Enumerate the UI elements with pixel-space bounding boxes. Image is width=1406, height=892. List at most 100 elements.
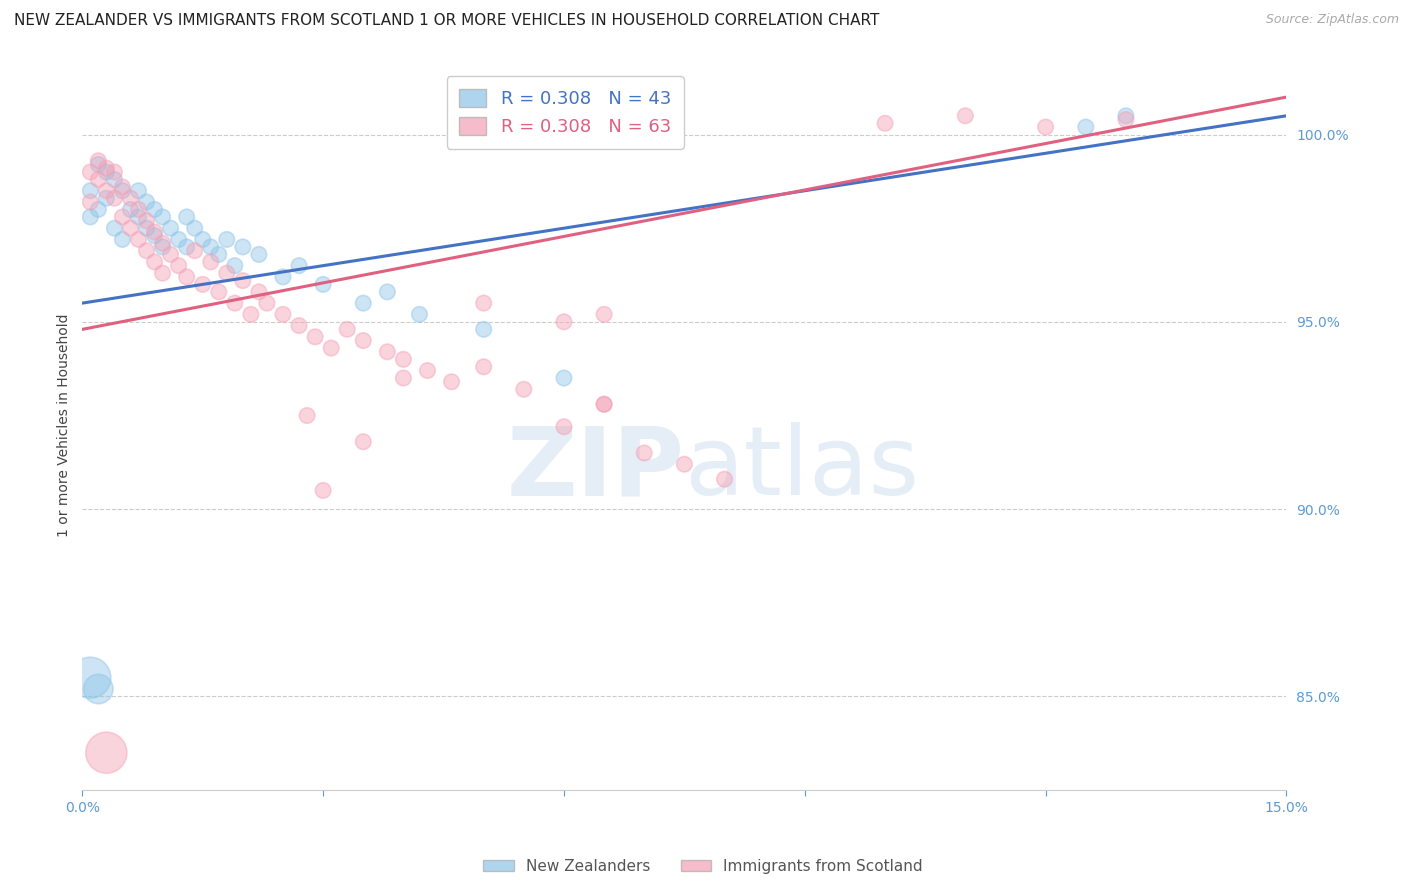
Point: [135, 213, 157, 227]
Point: [312, 483, 335, 498]
Point: [111, 180, 134, 194]
Point: [633, 446, 655, 460]
Text: NEW ZEALANDER VS IMMIGRANTS FROM SCOTLAND 1 OR MORE VEHICLES IN HOUSEHOLD CORREL: NEW ZEALANDER VS IMMIGRANTS FROM SCOTLAN…: [14, 13, 879, 29]
Point: [96, 161, 118, 176]
Point: [135, 194, 157, 209]
Point: [111, 184, 134, 198]
Y-axis label: 1 or more Vehicles in Household: 1 or more Vehicles in Household: [58, 313, 72, 537]
Legend: R = 0.308   N = 43, R = 0.308   N = 63: R = 0.308 N = 43, R = 0.308 N = 63: [447, 76, 683, 149]
Point: [955, 109, 977, 123]
Point: [159, 247, 181, 261]
Point: [103, 172, 125, 186]
Point: [111, 232, 134, 246]
Point: [152, 210, 174, 224]
Point: [79, 165, 101, 179]
Legend: New Zealanders, Immigrants from Scotland: New Zealanders, Immigrants from Scotland: [477, 853, 929, 880]
Point: [271, 269, 294, 284]
Point: [143, 202, 166, 217]
Point: [673, 457, 696, 471]
Point: [713, 472, 735, 486]
Point: [79, 184, 101, 198]
Point: [127, 232, 149, 246]
Point: [135, 221, 157, 235]
Point: [111, 210, 134, 224]
Point: [304, 330, 326, 344]
Point: [553, 371, 575, 385]
Point: [200, 255, 222, 269]
Point: [215, 232, 238, 246]
Point: [183, 221, 205, 235]
Point: [208, 285, 231, 299]
Point: [375, 285, 398, 299]
Point: [87, 172, 110, 186]
Point: [1074, 120, 1097, 134]
Point: [288, 318, 311, 333]
Point: [593, 307, 616, 321]
Point: [215, 266, 238, 280]
Point: [191, 277, 214, 292]
Point: [232, 274, 254, 288]
Point: [127, 202, 149, 217]
Point: [232, 240, 254, 254]
Point: [143, 228, 166, 243]
Point: [513, 382, 536, 396]
Point: [127, 210, 149, 224]
Point: [87, 202, 110, 217]
Point: [135, 244, 157, 258]
Point: [593, 397, 616, 411]
Point: [256, 296, 278, 310]
Point: [191, 232, 214, 246]
Point: [336, 322, 359, 336]
Point: [1035, 120, 1057, 134]
Point: [295, 409, 318, 423]
Point: [224, 296, 246, 310]
Point: [127, 184, 149, 198]
Point: [152, 236, 174, 251]
Point: [472, 296, 495, 310]
Point: [392, 371, 415, 385]
Point: [183, 244, 205, 258]
Point: [79, 210, 101, 224]
Point: [416, 363, 439, 377]
Point: [472, 322, 495, 336]
Point: [103, 221, 125, 235]
Point: [167, 259, 190, 273]
Point: [103, 165, 125, 179]
Point: [321, 341, 343, 355]
Point: [79, 194, 101, 209]
Point: [96, 746, 118, 760]
Point: [200, 240, 222, 254]
Point: [120, 202, 142, 217]
Point: [120, 221, 142, 235]
Point: [239, 307, 262, 321]
Point: [1115, 112, 1137, 127]
Point: [176, 269, 198, 284]
Point: [553, 419, 575, 434]
Point: [79, 671, 101, 685]
Point: [593, 397, 616, 411]
Point: [152, 240, 174, 254]
Point: [408, 307, 430, 321]
Point: [271, 307, 294, 321]
Text: atlas: atlas: [685, 422, 920, 516]
Point: [352, 296, 374, 310]
Point: [472, 359, 495, 374]
Point: [96, 184, 118, 198]
Point: [208, 247, 231, 261]
Point: [87, 153, 110, 168]
Point: [143, 225, 166, 239]
Point: [247, 285, 270, 299]
Text: ZIP: ZIP: [506, 422, 685, 516]
Point: [1115, 109, 1137, 123]
Point: [152, 266, 174, 280]
Point: [312, 277, 335, 292]
Point: [176, 210, 198, 224]
Point: [224, 259, 246, 273]
Point: [96, 165, 118, 179]
Point: [143, 255, 166, 269]
Point: [440, 375, 463, 389]
Point: [352, 334, 374, 348]
Point: [120, 191, 142, 205]
Point: [288, 259, 311, 273]
Point: [247, 247, 270, 261]
